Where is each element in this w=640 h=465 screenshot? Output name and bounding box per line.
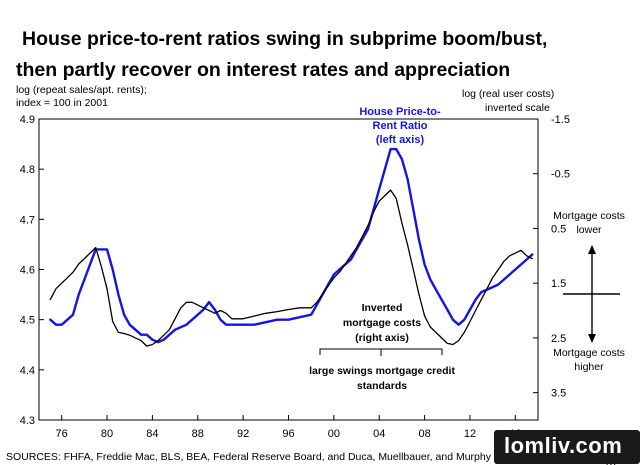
right-tick-label: -1.5 bbox=[551, 114, 570, 126]
left-tick-label: 4.6 bbox=[20, 265, 35, 277]
left-tick-label: 4.8 bbox=[20, 164, 35, 176]
mortgage-label-line3: (right axis) bbox=[355, 332, 409, 344]
x-tick-label: 84 bbox=[146, 428, 158, 440]
left-axis-note-line1: log (repeat sales/apt. rents); bbox=[16, 84, 147, 96]
x-tick-label: 88 bbox=[192, 428, 204, 440]
house-price-to-rent-line bbox=[49, 147, 534, 344]
right-tick-label: -0.5 bbox=[551, 169, 570, 181]
left-tick-label: 4.9 bbox=[20, 114, 35, 126]
x-tick-label: 76 bbox=[56, 428, 68, 440]
credit-label-line2: standards bbox=[357, 380, 407, 392]
x-tick-label: 00 bbox=[328, 428, 340, 440]
higher-label-line2: higher bbox=[574, 361, 604, 373]
mortgage-cost-line bbox=[49, 189, 533, 347]
mortgage-label-line1: Inverted bbox=[362, 302, 403, 314]
right-tick-label: 0.5 bbox=[551, 223, 566, 235]
axes: 4.3 4.4 4.5 4.6 4.7 4.8 4.9 -1.5 -0.5 0.5 1.5 2.5 3.… bbox=[20, 114, 570, 440]
x-tick-label: 96 bbox=[282, 428, 294, 440]
left-tick-label: 4.4 bbox=[20, 365, 35, 377]
house-price-label-line3: (left axis) bbox=[376, 134, 425, 146]
right-axis-note-line1: log (real user costs) bbox=[462, 88, 554, 100]
lower-label-line1: Mortgage costs bbox=[553, 210, 625, 222]
credit-label-line1: large swings mortgage credit bbox=[309, 365, 455, 377]
credit-bracket bbox=[319, 348, 443, 356]
left-tick-label: 4.5 bbox=[20, 315, 35, 327]
right-tick-label: 2.5 bbox=[551, 333, 566, 345]
x-tick-label: 08 bbox=[418, 428, 430, 440]
lower-label-line2: lower bbox=[576, 224, 602, 236]
chart-title-line1: House price-to-rent ratios swing in subp… bbox=[22, 28, 547, 50]
series-lines bbox=[49, 147, 534, 347]
watermark-text: lomliv.com bbox=[504, 433, 623, 458]
left-tick-label: 4.3 bbox=[20, 415, 35, 427]
higher-label-line1: Mortgage costs bbox=[553, 347, 625, 359]
x-tick-label: 04 bbox=[373, 428, 385, 440]
x-tick-label: 92 bbox=[237, 428, 249, 440]
house-price-label-line2: Rent Ratio bbox=[373, 120, 428, 132]
right-tick-label: 3.5 bbox=[551, 388, 566, 400]
right-axis-note-line2: inverted scale bbox=[485, 102, 550, 114]
mortgage-label-line2: mortgage costs bbox=[343, 317, 421, 329]
left-tick-label: 4.7 bbox=[20, 214, 35, 226]
right-tick-label: 1.5 bbox=[551, 278, 566, 290]
chart-title-line2: then partly recover on interest rates an… bbox=[16, 59, 510, 81]
house-price-label-line1: House Price-to- bbox=[359, 106, 441, 118]
watermark-badge: lomliv.com bbox=[494, 430, 640, 464]
sources: SOURCES: FHFA, Freddie Mac, BLS, BEA, Fe… bbox=[6, 451, 527, 463]
x-tick-label: 12 bbox=[464, 428, 476, 440]
left-axis-note-line2: index = 100 in 2001 bbox=[16, 97, 108, 109]
x-tick-label: 80 bbox=[101, 428, 113, 440]
direction-arrows bbox=[563, 245, 620, 343]
